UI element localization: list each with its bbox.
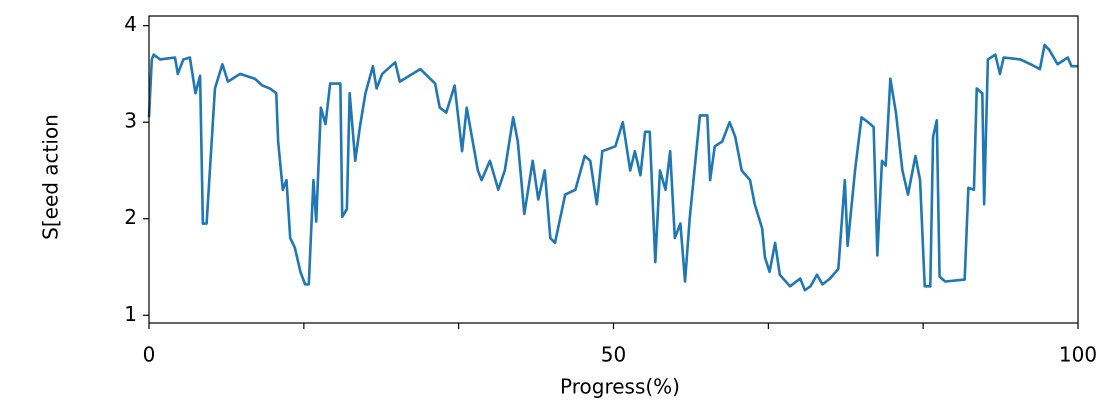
x-tick-label: 100 (1059, 343, 1097, 367)
x-axis-label: Progress(%) (560, 375, 680, 399)
x-tick-label: 0 (143, 343, 156, 367)
y-tick-label: 2 (124, 205, 137, 229)
data-line (147, 43, 1078, 292)
y-tick-label: 3 (124, 109, 137, 133)
x-tick-label: 50 (601, 343, 626, 367)
y-axis-label: S[eed action (39, 114, 63, 240)
y-tick-label: 1 (124, 302, 137, 326)
y-tick-label: 4 (124, 12, 137, 36)
plot-frame (148, 15, 1079, 324)
